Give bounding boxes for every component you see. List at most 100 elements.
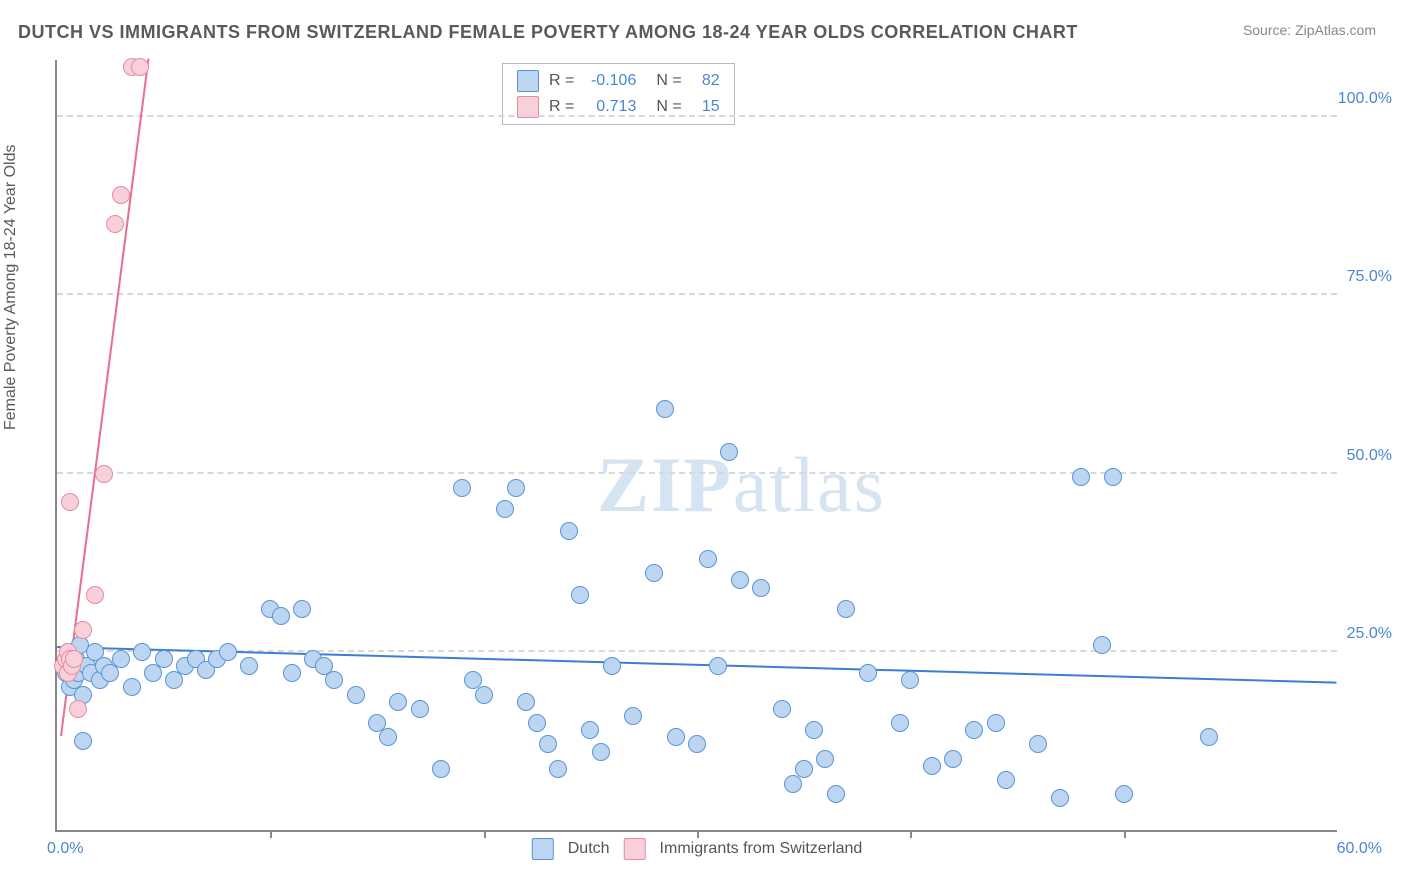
data-point: [1115, 785, 1133, 803]
data-point: [720, 443, 738, 461]
data-point: [112, 650, 130, 668]
data-point: [325, 671, 343, 689]
data-point: [827, 785, 845, 803]
legend: Dutch Immigrants from Switzerland: [532, 838, 863, 860]
regression-line: [60, 59, 149, 737]
data-point: [987, 714, 1005, 732]
data-point: [86, 586, 104, 604]
data-point: [1104, 468, 1122, 486]
data-point: [528, 714, 546, 732]
data-point: [603, 657, 621, 675]
n-value-dutch: 82: [692, 72, 720, 90]
data-point: [453, 479, 471, 497]
data-point: [944, 750, 962, 768]
x-tick: [484, 830, 486, 838]
y-tick-label: 75.0%: [1347, 268, 1392, 286]
data-point: [517, 693, 535, 711]
data-point: [837, 600, 855, 618]
legend-label-swiss: Immigrants from Switzerland: [660, 840, 863, 858]
y-tick-label: 50.0%: [1347, 447, 1392, 465]
y-tick-label: 25.0%: [1347, 625, 1392, 643]
data-point: [347, 686, 365, 704]
data-point: [1200, 728, 1218, 746]
r-value-swiss: 0.713: [584, 98, 636, 116]
data-point: [965, 721, 983, 739]
data-point: [805, 721, 823, 739]
r-label: R =: [549, 72, 574, 90]
data-point: [581, 721, 599, 739]
data-point: [901, 671, 919, 689]
data-point: [74, 621, 92, 639]
gridline: [57, 293, 1337, 295]
gridline: [57, 472, 1337, 474]
stats-row-dutch: R = -0.106 N = 82: [513, 68, 724, 94]
x-tick: [270, 830, 272, 838]
data-point: [1072, 468, 1090, 486]
data-point: [688, 735, 706, 753]
data-point: [923, 757, 941, 775]
data-point: [112, 186, 130, 204]
data-point: [131, 58, 149, 76]
plot-area: ZIPatlas R = -0.106 N = 82 R = 0.713 N =…: [55, 60, 1337, 832]
legend-label-dutch: Dutch: [568, 840, 610, 858]
data-point: [773, 700, 791, 718]
r-label: R =: [549, 98, 574, 116]
data-point: [379, 728, 397, 746]
data-point: [1029, 735, 1047, 753]
x-tick: [1124, 830, 1126, 838]
data-point: [816, 750, 834, 768]
data-point: [133, 643, 151, 661]
data-point: [549, 760, 567, 778]
data-point: [560, 522, 578, 540]
data-point: [272, 607, 290, 625]
data-point: [731, 571, 749, 589]
data-point: [667, 728, 685, 746]
data-point: [709, 657, 727, 675]
data-point: [752, 579, 770, 597]
data-point: [592, 743, 610, 761]
data-point: [95, 465, 113, 483]
data-point: [571, 586, 589, 604]
data-point: [155, 650, 173, 668]
data-point: [645, 564, 663, 582]
data-point: [699, 550, 717, 568]
data-point: [997, 771, 1015, 789]
r-value-dutch: -0.106: [584, 72, 636, 90]
data-point: [624, 707, 642, 725]
gridline: [57, 115, 1337, 117]
x-axis-max-label: 60.0%: [1337, 840, 1382, 858]
data-point: [219, 643, 237, 661]
data-point: [293, 600, 311, 618]
data-point: [61, 493, 79, 511]
data-point: [475, 686, 493, 704]
data-point: [69, 700, 87, 718]
x-axis-origin-label: 0.0%: [47, 840, 83, 858]
data-point: [891, 714, 909, 732]
n-label: N =: [656, 98, 681, 116]
data-point: [859, 664, 877, 682]
y-axis-label: Female Poverty Among 18-24 Year Olds: [2, 145, 20, 431]
n-value-swiss: 15: [692, 98, 720, 116]
data-point: [106, 215, 124, 233]
watermark: ZIPatlas: [597, 440, 886, 530]
data-point: [496, 500, 514, 518]
y-tick-label: 100.0%: [1338, 90, 1392, 108]
source-attribution: Source: ZipAtlas.com: [1243, 22, 1376, 38]
data-point: [795, 760, 813, 778]
data-point: [65, 650, 83, 668]
data-point: [539, 735, 557, 753]
data-point: [1051, 789, 1069, 807]
x-tick: [697, 830, 699, 838]
chart-title: DUTCH VS IMMIGRANTS FROM SWITZERLAND FEM…: [18, 22, 1078, 43]
chart-container: DUTCH VS IMMIGRANTS FROM SWITZERLAND FEM…: [0, 0, 1406, 892]
data-point: [507, 479, 525, 497]
data-point: [656, 400, 674, 418]
n-label: N =: [656, 72, 681, 90]
data-point: [389, 693, 407, 711]
data-point: [411, 700, 429, 718]
data-point: [240, 657, 258, 675]
legend-swatch-dutch: [532, 838, 554, 860]
x-tick: [910, 830, 912, 838]
data-point: [432, 760, 450, 778]
legend-swatch-swiss: [624, 838, 646, 860]
